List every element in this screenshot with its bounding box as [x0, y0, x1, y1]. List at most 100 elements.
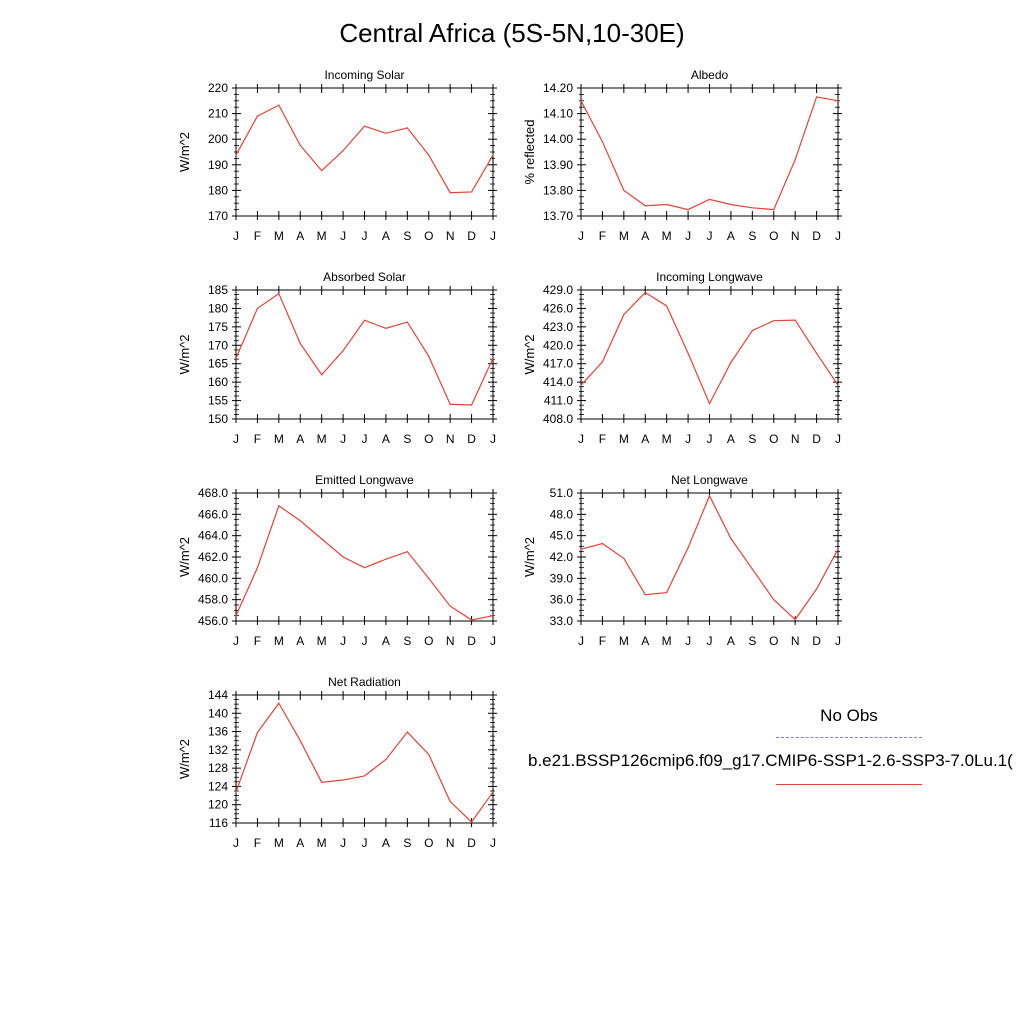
- x-tick-label: A: [296, 432, 304, 446]
- data-point: [299, 520, 301, 522]
- x-tick-label: N: [446, 229, 455, 243]
- data-point: [492, 154, 494, 156]
- data-point: [666, 203, 668, 206]
- y-axis-label-emitted-longwave: W/m^2: [177, 537, 192, 577]
- x-tick-label: F: [254, 432, 261, 446]
- data-point: [601, 361, 604, 363]
- x-tick-label: N: [446, 634, 455, 648]
- panel-title-absorbed-solar: Absorbed Solar: [323, 270, 406, 284]
- y-axis-label-incoming-solar: W/m^2: [177, 132, 192, 172]
- data-point: [256, 115, 259, 117]
- x-tick-label: J: [578, 432, 584, 446]
- y-tick-label: 429.0: [543, 283, 573, 297]
- y-tick-label: 116: [209, 816, 228, 830]
- panel-net-radiation: J F M A M J J A S O N D J116120124128132136140144Net…: [177, 675, 497, 850]
- x-tick-label: J: [362, 432, 368, 446]
- y-tick-label: 190: [208, 158, 228, 172]
- y-tick-label: 36.0: [550, 593, 574, 607]
- series-line-net-radiation: [235, 702, 494, 824]
- y-tick-label: 120: [208, 798, 228, 812]
- panel-albedo: J F M A M J J A S O N D J13.7013.8013.9014.0014.1014…: [522, 68, 842, 243]
- y-axis-label-net-longwave: W/m^2: [522, 537, 537, 577]
- data-point: [363, 567, 366, 569]
- data-point: [794, 618, 796, 621]
- data-point: [235, 791, 237, 793]
- x-tick-label: M: [662, 229, 672, 243]
- panel-incoming-solar: J F M A M J J A S O N D J170180190200210220Incoming …: [177, 68, 497, 243]
- y-tick-label: 51.0: [550, 486, 574, 500]
- y-axis-label-net-radiation: W/m^2: [177, 739, 192, 779]
- y-tick-label: 220: [208, 81, 228, 95]
- data-point: [687, 352, 689, 354]
- y-tick-label: 128: [208, 761, 228, 775]
- series-line-incoming-solar: [235, 104, 494, 194]
- x-tick-label: J: [362, 634, 368, 648]
- x-tick-label: A: [296, 836, 304, 850]
- panel-title-incoming-longwave: Incoming Longwave: [656, 270, 763, 284]
- y-tick-label: 132: [208, 743, 228, 757]
- data-point: [363, 775, 366, 777]
- y-tick-label: 464.0: [198, 529, 228, 543]
- data-point: [406, 321, 408, 323]
- data-point: [321, 538, 323, 540]
- legend-line-no-obs: [776, 737, 922, 738]
- y-tick-label: 468.0: [198, 486, 228, 500]
- legend-label-model: b.e21.BSSP126cmip6.f09_g17.CMIP6-SSP1-2.…: [528, 751, 1013, 770]
- x-tick-label: O: [424, 229, 433, 243]
- x-tick-label: J: [685, 634, 691, 648]
- y-tick-label: 460.0: [198, 571, 228, 585]
- data-point: [321, 781, 323, 783]
- data-point: [449, 800, 451, 803]
- panel-title-emitted-longwave: Emitted Longwave: [315, 473, 414, 487]
- x-tick-label: M: [619, 634, 629, 648]
- x-tick-label: S: [403, 836, 411, 850]
- panel-title-net-radiation: Net Radiation: [328, 675, 401, 689]
- y-tick-label: 411.0: [544, 394, 573, 408]
- y-axis-label-incoming-longwave: W/m^2: [522, 334, 537, 374]
- x-tick-label: M: [317, 432, 327, 446]
- x-tick-label: S: [403, 229, 411, 243]
- y-tick-label: 13.90: [543, 158, 573, 172]
- data-point: [794, 319, 796, 321]
- x-tick-label: A: [296, 634, 304, 648]
- plot-frame-albedo: [580, 87, 839, 217]
- y-tick-label: 185: [208, 283, 228, 297]
- y-tick-label: 14.20: [543, 81, 573, 95]
- data-point: [623, 313, 625, 316]
- data-point: [385, 132, 387, 134]
- y-tick-label: 414.0: [543, 375, 573, 389]
- data-point: [773, 599, 775, 601]
- y-tick-label: 175: [208, 320, 228, 334]
- x-tick-label: A: [727, 229, 735, 243]
- x-tick-label: N: [446, 836, 455, 850]
- y-tick-label: 462.0: [198, 550, 228, 564]
- data-point: [492, 791, 494, 793]
- y-tick-label: 48.0: [550, 507, 574, 521]
- y-tick-label: 13.80: [543, 183, 573, 197]
- data-point: [363, 319, 366, 321]
- data-point: [321, 170, 323, 172]
- y-tick-label: 417.0: [543, 357, 573, 371]
- plot-frame-net-radiation: [235, 694, 494, 824]
- x-tick-label: A: [641, 432, 649, 446]
- data-point: [385, 758, 387, 761]
- data-point: [644, 291, 646, 294]
- data-point: [837, 384, 839, 386]
- x-tick-label: M: [619, 229, 629, 243]
- x-tick-label: O: [424, 432, 433, 446]
- x-tick-label: M: [274, 634, 284, 648]
- data-point: [492, 357, 494, 359]
- legend-line-model: [776, 784, 922, 785]
- x-tick-label: J: [685, 432, 691, 446]
- y-tick-label: 165: [208, 357, 228, 371]
- y-tick-label: 180: [208, 301, 228, 315]
- data-point: [235, 615, 237, 617]
- y-tick-label: 210: [208, 107, 228, 121]
- data-point: [299, 342, 301, 345]
- data-point: [815, 588, 818, 590]
- x-tick-label: O: [769, 634, 778, 648]
- y-tick-label: 180: [208, 183, 228, 197]
- y-tick-label: 170: [208, 338, 228, 352]
- series-line-net-longwave: [580, 494, 839, 621]
